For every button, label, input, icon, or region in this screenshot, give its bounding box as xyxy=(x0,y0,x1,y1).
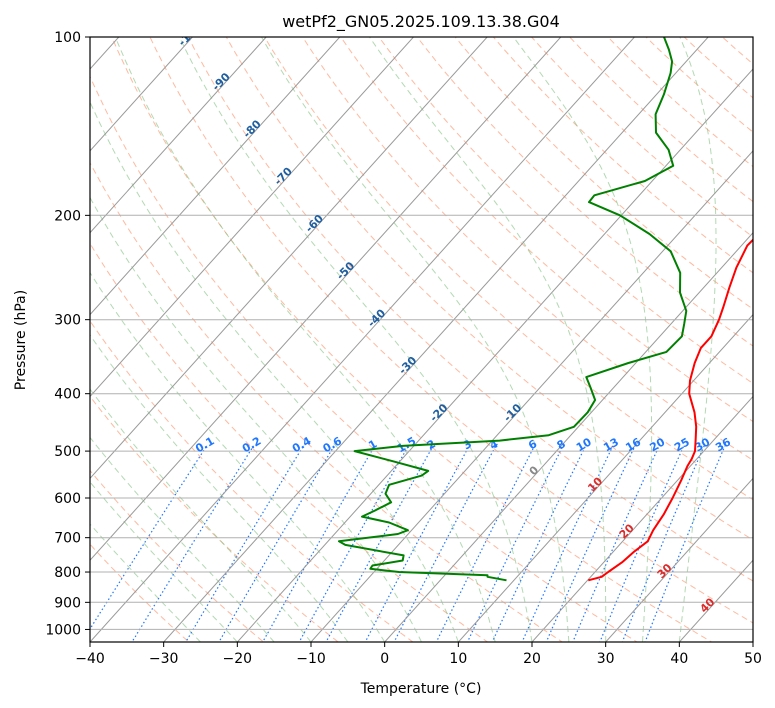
y-tick-label: 1000 xyxy=(45,622,81,638)
x-tick-label: 30 xyxy=(597,651,615,667)
dry-adiabat xyxy=(340,37,753,423)
y-tick-label: 300 xyxy=(54,313,81,329)
mixing-ratio-line xyxy=(621,445,705,642)
isotherm-line xyxy=(90,37,267,234)
moist-adiabat xyxy=(369,37,607,642)
isotherm-line xyxy=(163,37,709,642)
dry-adiabat xyxy=(378,37,753,385)
isotherm-line xyxy=(457,313,753,642)
x-tick-label: 20 xyxy=(523,651,541,667)
x-tick-label: −40 xyxy=(75,651,105,667)
chart-title: wetPf2_GN05.2025.109.13.38.G04 xyxy=(282,12,560,32)
y-tick-label: 900 xyxy=(54,595,81,611)
dry-adiabat xyxy=(90,161,564,642)
dry-adiabat xyxy=(416,37,753,347)
mixing-ratio-line xyxy=(491,445,587,642)
isotherm-label: -100 xyxy=(176,20,205,49)
moist-adiabat xyxy=(90,334,349,642)
y-tick-label: 400 xyxy=(54,387,81,403)
y-tick-label: 600 xyxy=(54,491,81,507)
y-tick-label: 100 xyxy=(54,30,81,46)
dry-adiabat xyxy=(149,37,753,624)
x-tick-label: −20 xyxy=(223,651,253,667)
isotherm-line xyxy=(384,232,753,642)
isotherm-line xyxy=(236,68,753,642)
moist-adiabat xyxy=(178,37,533,642)
isotherm-line xyxy=(90,37,341,316)
moist-adiabat xyxy=(90,436,275,642)
isotherm-line xyxy=(90,37,636,642)
dry-adiabat xyxy=(90,320,414,642)
x-tick-label: 40 xyxy=(670,651,688,667)
isotherm-line xyxy=(90,37,415,398)
moist-adiabat xyxy=(114,37,496,642)
dry-adiabat xyxy=(187,37,753,582)
plot-grid xyxy=(90,37,753,642)
mixing-ratio-line xyxy=(90,445,208,631)
moist-adiabat xyxy=(90,100,459,642)
moist-adiabat xyxy=(90,271,386,642)
y-tick-label: 500 xyxy=(54,444,81,460)
mixing-ratio-line xyxy=(466,445,564,642)
dry-adiabat xyxy=(90,543,190,642)
x-tick-label: −10 xyxy=(296,651,326,667)
moist-adiabat xyxy=(90,481,238,642)
x-tick-label: −30 xyxy=(149,651,179,667)
dry-adiabat xyxy=(90,242,489,642)
isotherm-line xyxy=(90,37,562,561)
dewpoint-line xyxy=(338,37,688,582)
plot-frame xyxy=(89,36,754,643)
moist-adiabat xyxy=(261,37,570,642)
axes: −40 −30 −20 −10 0 10 20 30 40 50 100 200 300 400 500 60… xyxy=(45,30,762,667)
x-tick-label: 10 xyxy=(449,651,467,667)
dry-adiabat xyxy=(90,75,638,642)
isotherm-line xyxy=(605,477,753,642)
isotherm-line xyxy=(531,395,753,642)
isotherm-line xyxy=(310,150,753,642)
temperature-line xyxy=(588,238,753,582)
y-tick-label: 700 xyxy=(54,531,81,547)
y-tick-label: 800 xyxy=(54,565,81,581)
mixing-ratio-line xyxy=(599,445,685,642)
y-tick-label: 200 xyxy=(54,208,81,224)
x-axis-label: Temperature (°C) xyxy=(360,681,482,697)
dry-adiabat xyxy=(90,469,265,642)
isotherm-line xyxy=(90,37,488,480)
x-tick-label: 50 xyxy=(744,651,762,667)
mixing-ratio-line xyxy=(435,445,536,642)
moist-adiabat xyxy=(512,37,653,642)
y-axis-label: Pressure (hPa) xyxy=(13,290,29,390)
x-tick-label: 0 xyxy=(380,651,389,667)
isotherm-line xyxy=(90,37,194,152)
moist-adiabat xyxy=(678,37,717,642)
profile-lines xyxy=(338,37,753,582)
